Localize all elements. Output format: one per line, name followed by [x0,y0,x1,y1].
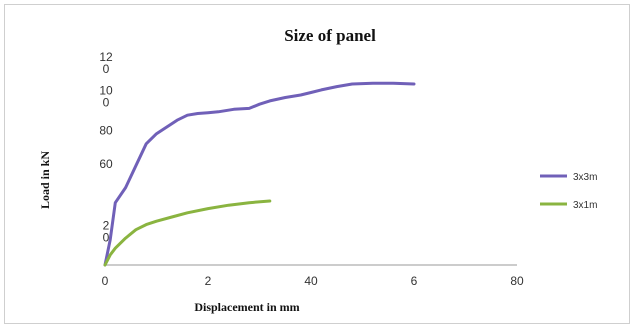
legend-label-3x3m: 3x3m [573,172,597,183]
x-tick-label: 0 [102,274,109,288]
series-line-3x1m [103,199,272,267]
chart-title: Size of panel [284,26,376,45]
x-tick-label: 40 [304,274,318,288]
line-chart: Size of panel 0 2 40 6 80 12 0 10 0 80 60 2 0 Displa… [38,26,597,314]
series-line-3x3m [103,81,416,267]
legend-label-3x1m: 3x1m [573,200,597,211]
y-tick-label: 80 [99,123,113,137]
chart-frame: Size of panel 0 2 40 6 80 12 0 10 0 80 60 2 0 Displa… [4,4,630,324]
x-tick-label: 2 [205,274,212,288]
y-tick-label: 10 0 [99,84,113,110]
y-axis-title: Load in kN [38,151,52,209]
legend: 3x3m 3x1m [540,172,597,211]
x-tick-label: 80 [510,274,524,288]
x-axis-title: Displacement in mm [194,300,299,314]
x-tick-label: 6 [411,274,418,288]
y-tick-label: 12 0 [99,50,113,76]
plot-area: 0 2 40 6 80 12 0 10 0 80 60 2 0 [99,50,524,288]
y-tick-label: 60 [99,157,113,171]
